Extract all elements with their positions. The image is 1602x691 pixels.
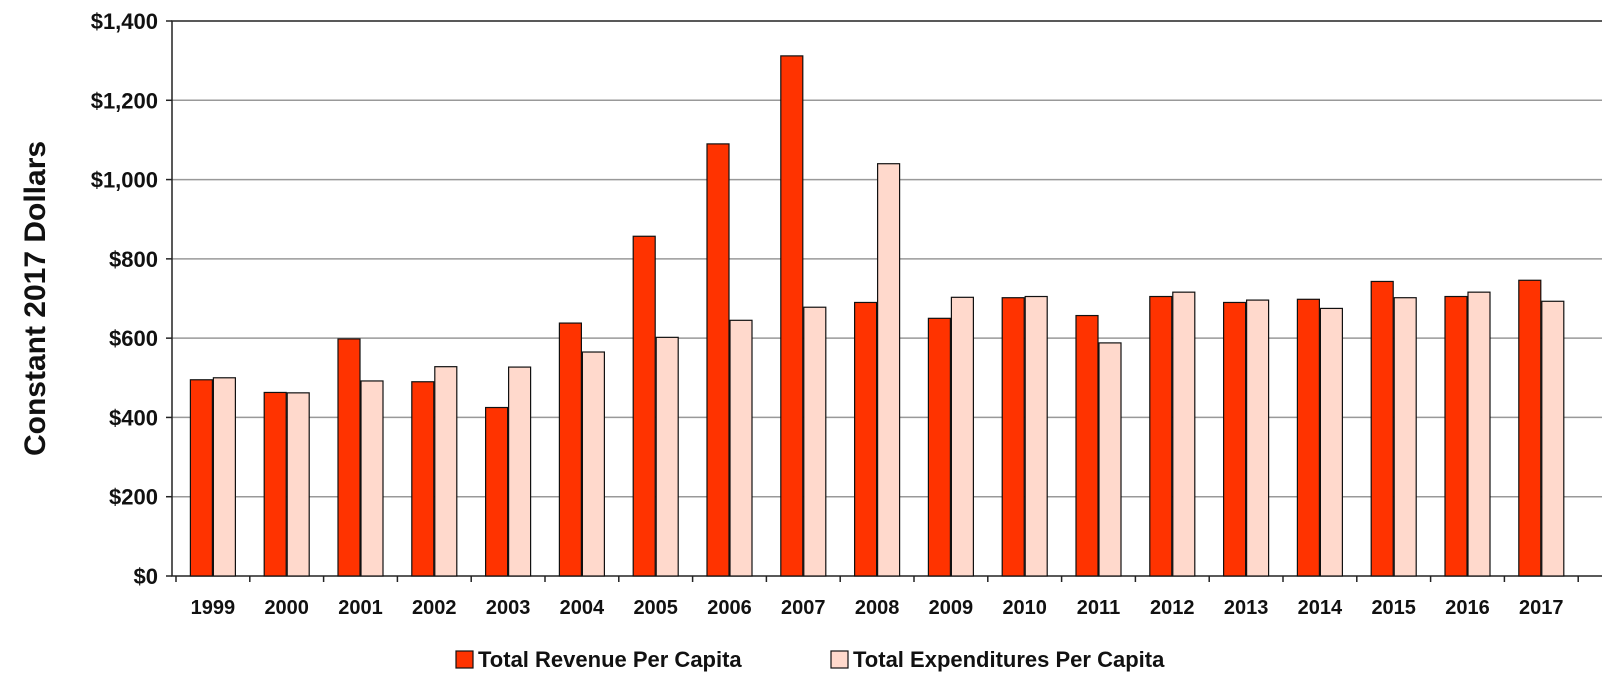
- y-tick-label: $0: [134, 564, 158, 589]
- bar-revenue: [1518, 279, 1542, 577]
- x-tick-label: 2007: [781, 597, 826, 619]
- legend-swatch-expenditures: [830, 650, 849, 669]
- bar-revenue: [1296, 298, 1321, 577]
- bar-revenue: [706, 143, 730, 577]
- bar-expenditures: [1245, 299, 1270, 577]
- bar-expenditures: [1172, 291, 1196, 577]
- x-axis: 1999 2000 2001 2002 2003 2004 2005 2006 2007 2008…: [175, 576, 1579, 619]
- bar-expenditures: [286, 392, 310, 577]
- x-tick-label: 2006: [707, 597, 752, 619]
- bars: [189, 55, 1565, 577]
- bar-expenditures: [1319, 307, 1344, 577]
- y-tick-label: $200: [109, 485, 158, 510]
- bar-expenditures: [655, 336, 679, 577]
- bar-expenditures: [1467, 291, 1491, 577]
- bar-revenue: [927, 317, 952, 577]
- bar-revenue: [189, 379, 213, 577]
- bar-expenditures: [1024, 295, 1048, 577]
- y-tick-label: $1,200: [91, 88, 158, 113]
- bar-revenue: [558, 322, 583, 577]
- bar-expenditures: [803, 306, 827, 577]
- bar-expenditures: [1393, 297, 1417, 577]
- x-tick-label: 2011: [1077, 597, 1120, 619]
- bar-revenue: [1370, 280, 1394, 577]
- bar-expenditures: [876, 163, 901, 577]
- x-tick-label: 2012: [1150, 597, 1195, 619]
- bar-revenue: [632, 235, 656, 577]
- y-axis: $0 $200 $400 $600 $800 $1,000 $1,200 $1,400: [91, 9, 172, 589]
- legend-label-expenditures: Total Expenditures Per Capita: [853, 647, 1165, 672]
- bar-revenue: [337, 338, 361, 577]
- bar-expenditures: [508, 366, 532, 577]
- x-tick-label: 2009: [929, 597, 974, 619]
- x-tick-label: 2016: [1445, 597, 1490, 619]
- bar-revenue: [1001, 297, 1025, 577]
- bar-expenditures: [950, 296, 975, 577]
- bar-revenue: [1444, 295, 1468, 577]
- bar-expenditures: [1098, 342, 1122, 577]
- bar-revenue: [853, 301, 878, 577]
- x-tick-label: 2008: [855, 597, 900, 619]
- bar-revenue: [1149, 295, 1173, 577]
- x-tick-label: 2017: [1519, 597, 1564, 619]
- y-tick-label: $1,400: [91, 9, 158, 34]
- bar-revenue: [485, 406, 509, 577]
- x-tick-label: 2010: [1002, 597, 1047, 619]
- y-tick-label: $800: [109, 247, 158, 272]
- x-tick-label: 2003: [486, 597, 531, 619]
- x-tick-label: 2015: [1371, 597, 1416, 619]
- y-axis-label: Constant 2017 Dollars: [19, 141, 52, 456]
- bar-revenue: [780, 55, 804, 577]
- bar-revenue: [1222, 301, 1247, 577]
- bar-expenditures: [434, 366, 458, 577]
- x-tick-label: 2005: [633, 597, 678, 619]
- x-tick-label: 2014: [1298, 597, 1343, 619]
- x-tick-label: 2004: [560, 597, 605, 619]
- bar-revenue: [1075, 314, 1099, 577]
- bar-expenditures: [581, 351, 606, 577]
- legend-label-revenue: Total Revenue Per Capita: [478, 647, 742, 672]
- y-tick-label: $1,000: [91, 168, 158, 193]
- legend-swatch-revenue: [455, 650, 474, 669]
- bar-expenditures: [360, 380, 384, 577]
- x-tick-label: 1999: [191, 597, 236, 619]
- x-tick-label: 2001: [338, 597, 383, 619]
- x-tick-label: 2013: [1224, 597, 1269, 619]
- y-tick-label: $400: [109, 405, 158, 430]
- y-tick-label: $600: [109, 326, 158, 351]
- bar-expenditures: [212, 377, 236, 577]
- bar-revenue: [411, 381, 435, 577]
- bar-expenditures: [729, 319, 753, 577]
- x-tick-label: 2000: [264, 597, 309, 619]
- legend: Total Revenue Per Capita Total Expenditur…: [455, 647, 1165, 672]
- x-tick-label: 2002: [412, 597, 457, 619]
- bar-expenditures: [1541, 300, 1565, 577]
- bar-revenue: [263, 391, 287, 577]
